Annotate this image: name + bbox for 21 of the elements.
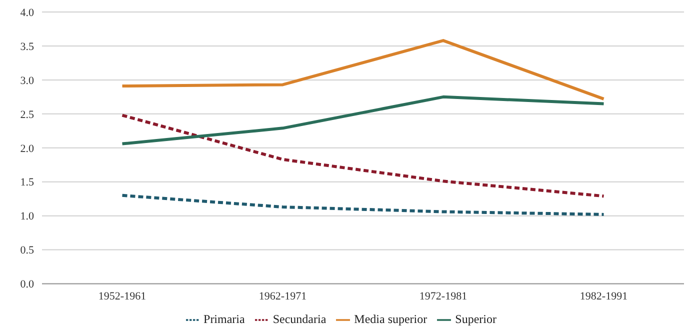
y-tick-label: 1.0: [20, 210, 34, 223]
line-series: [120, 95, 606, 146]
x-tick-label: 1972-1981: [419, 290, 468, 303]
y-tick-label: 4.0: [20, 6, 34, 19]
line-series: [120, 194, 606, 216]
legend-label: Secundaria: [272, 312, 326, 326]
x-tick-label: 1982-1991: [580, 290, 628, 303]
legend-label: Superior: [455, 312, 496, 326]
y-tick-label: 0.5: [20, 244, 34, 257]
y-tick-label: 3.0: [20, 74, 34, 87]
legend-label: Primaria: [204, 312, 245, 326]
line-series: [120, 39, 606, 100]
x-tick-label: 1962-1971: [258, 290, 307, 303]
x-tick-label: 1952-1961: [98, 290, 146, 303]
y-tick-label: 0.0: [20, 278, 34, 291]
y-tick-label: 1.5: [20, 176, 34, 189]
y-tick-label: 2.0: [20, 142, 34, 155]
line-series: [120, 114, 606, 198]
y-tick-label: 2.5: [20, 108, 34, 121]
legend-label: Media superior: [354, 312, 428, 326]
y-tick-label: 3.5: [20, 40, 34, 53]
